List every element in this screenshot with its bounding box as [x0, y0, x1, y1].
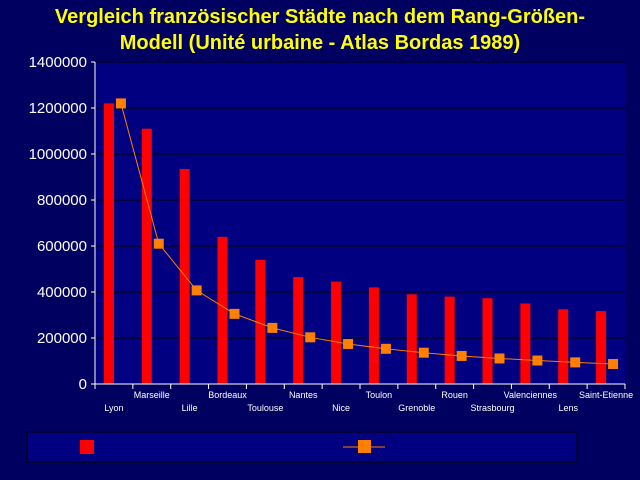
series-line — [120, 103, 614, 365]
x-tick-label: Lens — [558, 403, 578, 413]
data-point — [608, 358, 619, 369]
data-point — [418, 347, 429, 358]
line-series — [115, 98, 619, 369]
data-point — [532, 355, 543, 366]
data-point — [191, 285, 202, 296]
data-point — [115, 98, 126, 109]
bar — [217, 236, 228, 384]
x-tick-label: Saint-Etienne — [579, 390, 633, 400]
y-tick-label: 0 — [79, 376, 87, 393]
bar — [444, 296, 455, 384]
data-point — [380, 343, 391, 354]
x-tick-label: Toulouse — [247, 403, 283, 413]
x-tick-label: Nantes — [289, 390, 318, 400]
y-tick-label: 1200000 — [29, 100, 87, 117]
x-tick-label: Marseille — [134, 390, 170, 400]
bar — [558, 309, 569, 384]
x-tick-label: Nice — [332, 403, 350, 413]
bar — [368, 287, 379, 384]
y-tick-label: 1000000 — [29, 146, 87, 163]
bar — [255, 259, 266, 384]
x-tick-label: Grenoble — [398, 403, 435, 413]
data-point — [570, 357, 581, 368]
data-point — [456, 350, 467, 361]
legend — [26, 431, 578, 463]
x-tick-label: Lille — [182, 403, 198, 413]
y-axis: 0 200000 400000 600000 800000 1000000 1200000 1… — [29, 54, 96, 393]
y-tick-label: 1400000 — [29, 54, 87, 71]
x-tick-label: Rouen — [441, 390, 468, 400]
chart-title-line-2: Modell (Unité urbaine - Atlas Bordas 198… — [119, 32, 521, 54]
bar — [179, 168, 190, 384]
bar — [103, 103, 114, 385]
bar — [520, 303, 531, 384]
x-tick-label: Toulon — [366, 390, 393, 400]
legend-box — [26, 431, 578, 463]
bar — [482, 298, 493, 384]
data-point — [494, 353, 505, 364]
bar — [406, 294, 417, 384]
chart-title: Vergleich französischer Städte nach dem … — [0, 4, 640, 56]
bar — [331, 281, 342, 384]
bar — [596, 311, 607, 384]
x-tick-label: Bordeaux — [208, 390, 247, 400]
bar-series — [103, 103, 607, 385]
chart-title-line-1: Vergleich französischer Städte nach dem … — [54, 6, 586, 28]
x-tick-label: Lyon — [104, 403, 123, 413]
data-point — [267, 322, 278, 333]
legend-bar-swatch — [80, 440, 94, 454]
y-tick-label: 600000 — [37, 238, 87, 255]
data-point — [153, 238, 164, 249]
data-point — [305, 332, 316, 343]
bar — [141, 128, 152, 384]
plot-area — [95, 62, 625, 384]
legend-line-marker — [358, 440, 371, 453]
x-tick-label: Strasbourg — [470, 403, 514, 413]
data-point — [229, 308, 240, 319]
y-tick-label: 400000 — [37, 284, 87, 301]
x-tick-label: Valenciennes — [504, 390, 558, 400]
y-tick-label: 800000 — [37, 192, 87, 209]
y-tick-label: 200000 — [37, 330, 87, 347]
bar — [293, 277, 304, 384]
data-point — [343, 338, 354, 349]
